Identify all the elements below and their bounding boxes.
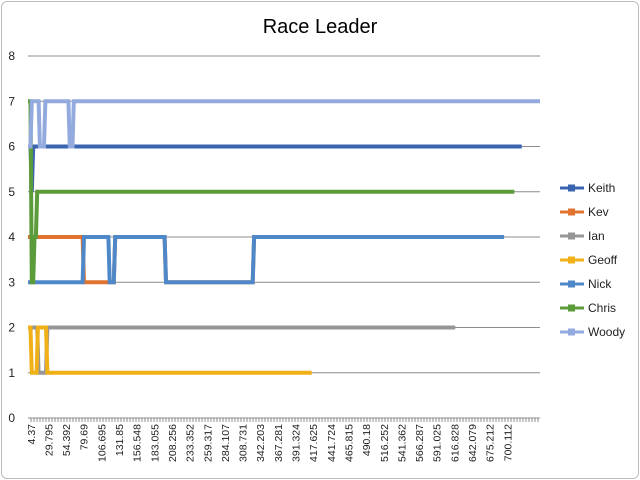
legend-label: Nick bbox=[588, 277, 612, 291]
legend-item-chris: Chris bbox=[560, 301, 616, 315]
legend-item-nick: Nick bbox=[560, 277, 612, 291]
legend-marker bbox=[568, 304, 575, 312]
x-tick-label: 642.079 bbox=[467, 424, 479, 462]
series-line-woody bbox=[28, 99, 540, 149]
x-tick-label: 284.107 bbox=[220, 424, 232, 462]
series-line-ian bbox=[28, 325, 456, 375]
x-tick-label: 208.256 bbox=[167, 424, 179, 462]
y-tick-label: 4 bbox=[8, 230, 15, 244]
legend-item-ian: Ian bbox=[560, 229, 605, 243]
x-tick-label: 183.055 bbox=[149, 424, 161, 462]
x-tick-label: 465.815 bbox=[343, 424, 355, 462]
x-tick-label: 106.695 bbox=[96, 424, 108, 462]
legend-label: Kev bbox=[588, 205, 609, 219]
y-axis-ticks: 0 1 2 3 4 5 6 7 8 bbox=[8, 49, 15, 425]
x-tick-label: 233.352 bbox=[185, 424, 197, 462]
x-tick-label: 54.392 bbox=[61, 424, 73, 456]
y-tick-label: 6 bbox=[8, 140, 15, 154]
x-tick-label: 79.69 bbox=[79, 424, 91, 450]
x-tick-label: 417.625 bbox=[308, 424, 320, 462]
series-lines bbox=[28, 99, 540, 375]
legend-label: Ian bbox=[588, 229, 605, 243]
y-tick-label: 1 bbox=[8, 366, 15, 380]
legend-marker bbox=[568, 232, 575, 240]
y-tick-label: 5 bbox=[8, 185, 15, 199]
legend-marker bbox=[568, 256, 575, 264]
series-line-nick bbox=[28, 235, 505, 285]
x-tick-label: 156.548 bbox=[132, 424, 144, 462]
legend-item-geoff: Geoff bbox=[560, 253, 618, 267]
series-line-kev bbox=[28, 235, 484, 285]
legend-item-woody: Woody bbox=[560, 325, 625, 339]
x-tick-label: 391.324 bbox=[291, 424, 303, 462]
legend: Keith Kev Ian Geoff Nick Chris Woody bbox=[560, 181, 625, 339]
legend-label: Geoff bbox=[588, 253, 618, 267]
x-tick-label: 441.724 bbox=[326, 424, 338, 462]
legend-marker bbox=[568, 184, 575, 192]
legend-label: Chris bbox=[588, 301, 616, 315]
y-tick-label: 3 bbox=[8, 275, 15, 289]
x-tick-label: 131.85 bbox=[114, 424, 126, 456]
x-tick-label: 675.212 bbox=[485, 424, 497, 462]
x-tick-label: 566.287 bbox=[414, 424, 426, 462]
x-tick-label: 700.112 bbox=[502, 424, 514, 461]
legend-item-kev: Kev bbox=[560, 205, 609, 219]
x-tick-label: 308.731 bbox=[238, 424, 250, 462]
chart-title: Race Leader bbox=[263, 16, 378, 38]
y-tick-label: 2 bbox=[8, 321, 15, 335]
x-tick-label: 616.828 bbox=[449, 424, 461, 462]
x-tick-label: 490.18 bbox=[361, 424, 373, 456]
series-line-geoff bbox=[28, 325, 312, 375]
legend-label: Woody bbox=[588, 325, 625, 339]
x-tick-label: 259.317 bbox=[202, 424, 214, 462]
legend-marker bbox=[568, 328, 575, 336]
x-tick-label: 29.795 bbox=[43, 424, 55, 456]
series-line-keith bbox=[28, 144, 522, 192]
legend-marker bbox=[568, 280, 575, 288]
y-tick-label: 8 bbox=[8, 49, 15, 63]
series-line-chris bbox=[28, 99, 515, 285]
x-tick-label: 4.37 bbox=[26, 424, 38, 445]
y-tick-label: 7 bbox=[8, 94, 15, 108]
x-minor-ticks bbox=[30, 418, 539, 422]
x-tick-label: 541.362 bbox=[396, 424, 408, 462]
legend-label: Keith bbox=[588, 181, 615, 195]
x-tick-label: 342.203 bbox=[255, 424, 267, 462]
x-axis: 4.37 29.795 54.392 79.69 106.695 131.85 156.54… bbox=[26, 417, 540, 462]
x-tick-label: 591.025 bbox=[432, 424, 444, 462]
x-tick-label: 516.252 bbox=[379, 424, 391, 462]
y-tick-label: 0 bbox=[8, 411, 15, 425]
legend-marker bbox=[568, 208, 575, 216]
x-tick-label: 367.281 bbox=[273, 424, 285, 462]
legend-item-keith: Keith bbox=[560, 181, 615, 195]
